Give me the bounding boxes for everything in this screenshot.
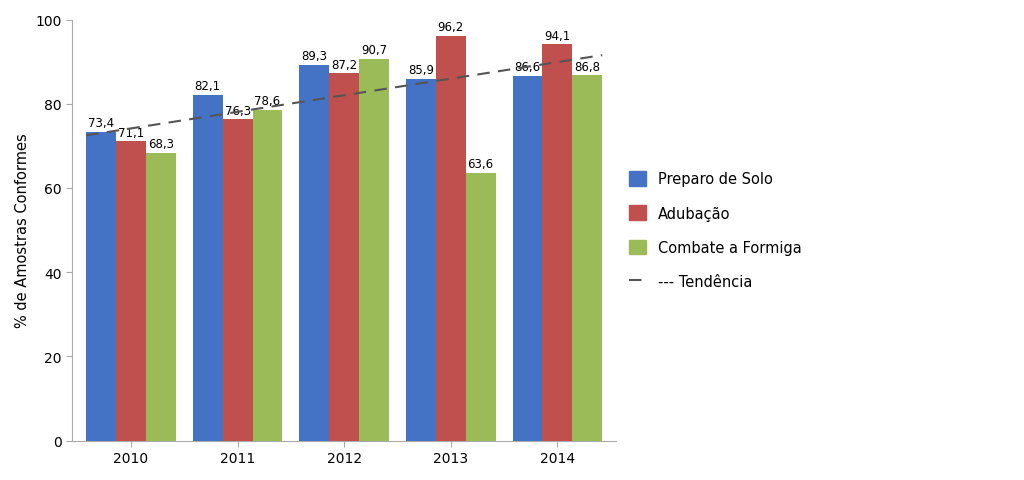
Bar (466, 173, 496, 441)
Text: 63,6: 63,6 (468, 158, 494, 171)
Text: 94,1: 94,1 (545, 30, 570, 43)
Text: 86,6: 86,6 (514, 61, 541, 74)
Bar (253, 110, 283, 441)
Text: 73,4: 73,4 (88, 117, 115, 130)
Bar (572, 76, 602, 441)
Text: 89,3: 89,3 (301, 50, 328, 63)
Text: 85,9: 85,9 (408, 64, 434, 77)
Bar (513, 77, 543, 441)
Legend: Preparo de Solo, Adubação, Combate a Formiga, --- Tendência: Preparo de Solo, Adubação, Combate a For… (629, 171, 802, 289)
Bar (145, 154, 176, 441)
Y-axis label: % de Amostras Conformes: % de Amostras Conformes (15, 133, 30, 328)
Text: 96,2: 96,2 (437, 21, 464, 34)
Bar (543, 45, 572, 441)
Bar (407, 80, 436, 441)
Text: 90,7: 90,7 (361, 44, 387, 57)
Bar (86, 132, 116, 441)
Text: 68,3: 68,3 (147, 138, 174, 151)
Bar (116, 142, 145, 441)
Text: 71,1: 71,1 (118, 126, 144, 139)
Bar (330, 74, 359, 441)
Bar (299, 65, 330, 441)
Text: 82,1: 82,1 (195, 80, 221, 93)
Bar (193, 96, 222, 441)
Text: 86,8: 86,8 (574, 60, 600, 73)
Bar (436, 36, 466, 441)
Text: 78,6: 78,6 (254, 95, 281, 108)
Text: 76,3: 76,3 (224, 105, 251, 118)
Text: 87,2: 87,2 (331, 59, 357, 72)
Bar (222, 120, 253, 441)
Bar (359, 60, 389, 441)
